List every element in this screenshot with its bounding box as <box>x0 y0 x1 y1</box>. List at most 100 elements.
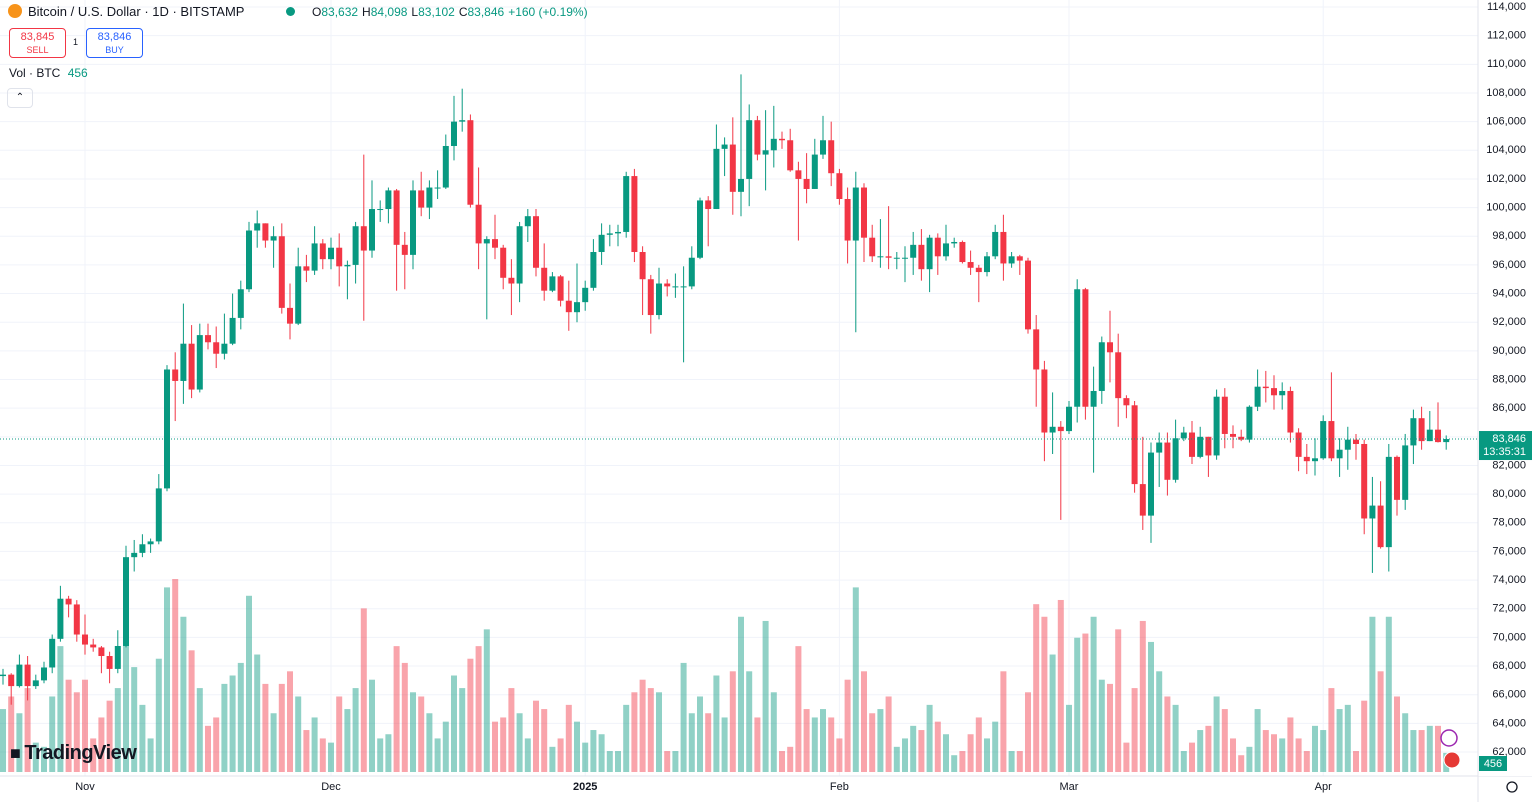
volume-bar <box>574 721 580 772</box>
candle-body <box>959 241 966 263</box>
price-tag <box>1479 431 1532 461</box>
volume-bar <box>1385 616 1392 772</box>
collapse-button[interactable]: ⌃ <box>7 88 33 108</box>
candle-body <box>770 138 777 151</box>
candle-body <box>877 256 884 258</box>
volume-bar <box>1057 599 1064 772</box>
volume-bar <box>352 688 359 772</box>
y-tick-label: 94,000 <box>1492 287 1526 299</box>
volume-bar <box>844 679 851 772</box>
settings-icon[interactable] <box>1506 781 1518 793</box>
volume-bar <box>754 717 761 772</box>
candle-body <box>295 266 302 324</box>
volume-bar <box>205 725 211 772</box>
y-tick-label: 90,000 <box>1492 345 1526 357</box>
candle-body <box>147 541 154 545</box>
candle-body <box>1189 432 1195 457</box>
y-tick-label: 106,000 <box>1486 116 1526 128</box>
candle-body <box>1320 421 1327 459</box>
candle-body <box>1238 436 1245 440</box>
candle-body <box>188 343 195 390</box>
candle-body <box>910 244 917 258</box>
candle-body <box>967 262 974 268</box>
candle-body <box>98 647 105 657</box>
volume-bar <box>664 751 671 772</box>
volume-bar <box>1426 725 1433 772</box>
candle-body <box>1230 433 1236 437</box>
volume-bar <box>508 688 515 772</box>
volume-bar <box>1254 709 1261 772</box>
volume-bar <box>196 688 203 772</box>
candle-body <box>885 256 892 258</box>
volume-bar <box>1074 637 1081 772</box>
candle-body <box>836 173 843 199</box>
volume-bar <box>1066 704 1072 772</box>
y-tick-label: 80,000 <box>1492 488 1526 500</box>
market-status <box>286 7 295 16</box>
candle-body <box>418 190 425 208</box>
candle-body <box>311 243 318 271</box>
ohlc-legend: O83,632 H84,098 L83,102 C83,846 +160 (+0.19%… <box>312 5 588 19</box>
candle-body <box>1336 449 1343 459</box>
candle-body <box>57 598 64 639</box>
volume-bar <box>582 742 589 772</box>
y-tick-label: 82,000 <box>1492 459 1526 471</box>
volume-bar <box>1336 709 1343 772</box>
volume-bar <box>926 704 933 772</box>
candle-body <box>672 286 679 288</box>
volume-bar <box>475 646 482 772</box>
volume-bar <box>369 679 375 772</box>
volume-tag-label: 456 <box>1484 758 1502 770</box>
y-tick-label: 100,000 <box>1486 201 1526 213</box>
candle-body <box>442 145 449 188</box>
logo-text: TradingView <box>24 742 137 764</box>
ohlc-value: 84,098 <box>370 5 408 19</box>
volume-bar <box>557 738 564 772</box>
candle-body <box>287 307 293 324</box>
x-tick-label: Apr <box>1315 781 1332 793</box>
candle-body <box>434 187 441 189</box>
volume-bar <box>1353 751 1359 772</box>
volume-bar <box>943 734 949 772</box>
candle-body <box>344 264 351 267</box>
volume-bar <box>360 608 367 772</box>
y-tick-label: 114,000 <box>1487 1 1526 13</box>
candle-body <box>213 342 220 354</box>
candle-body <box>131 552 138 558</box>
volume-bar <box>1221 709 1228 772</box>
candle-body <box>401 244 408 255</box>
volume-bar <box>1262 730 1269 772</box>
volume-bar <box>639 679 646 772</box>
candle-body <box>631 176 638 253</box>
volume-bar <box>1295 738 1302 772</box>
candle-body <box>155 488 162 542</box>
volume-label: Vol · BTC <box>9 66 61 80</box>
volume-bar <box>246 595 252 772</box>
volume-bar <box>1205 725 1212 772</box>
change: +160 (+0.19%) <box>508 5 588 19</box>
candle-body <box>541 267 548 291</box>
buy-button[interactable]: 83,846 BUY <box>86 28 143 58</box>
volume-bar <box>647 688 654 772</box>
flag-icon[interactable] <box>1443 751 1461 769</box>
candle-body <box>1287 390 1294 433</box>
sell-price: 83,845 <box>20 31 55 43</box>
volume-bar <box>918 730 925 772</box>
quantity: 1 <box>73 37 79 47</box>
volume-bar <box>688 713 695 772</box>
volume-bar <box>549 746 556 772</box>
volume-bar <box>172 579 179 772</box>
y-tick-label: 86,000 <box>1492 402 1526 414</box>
volume-bar <box>893 746 900 772</box>
volume-bar <box>1156 671 1163 772</box>
volume-bar <box>311 717 318 772</box>
candle-body <box>139 544 146 553</box>
sell-button[interactable]: 83,845 SELL <box>9 28 66 58</box>
volume-bar <box>1230 738 1236 772</box>
candle-body <box>647 279 654 316</box>
volume-bar <box>164 587 170 772</box>
x-tick-label: 2025 <box>573 781 597 793</box>
flash-icon[interactable] <box>1440 729 1458 747</box>
candle-body <box>1221 396 1228 434</box>
